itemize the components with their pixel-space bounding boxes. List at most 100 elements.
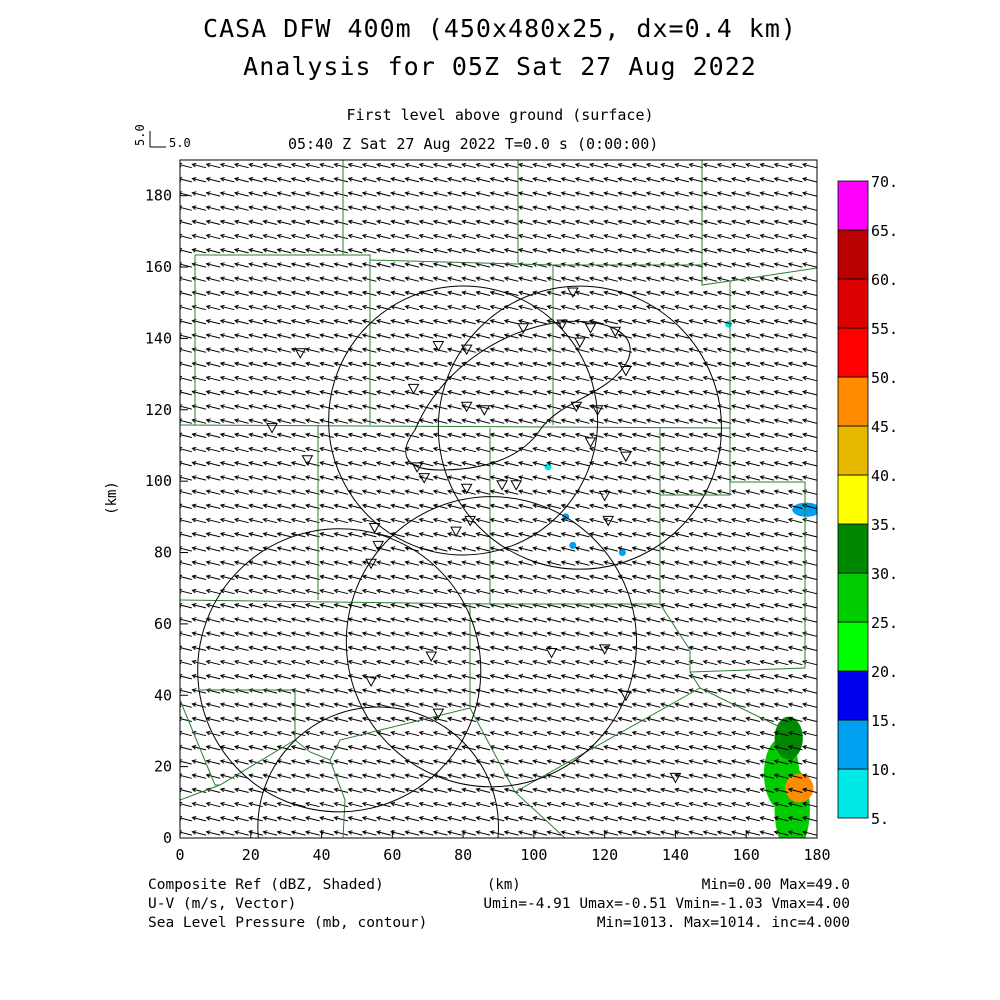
station-marker xyxy=(450,526,462,538)
station-marker xyxy=(294,348,307,359)
y-tick-label: 0 xyxy=(163,829,172,847)
station-marker xyxy=(574,337,586,349)
y-tick-label: 120 xyxy=(145,401,172,419)
x-tick-label: 20 xyxy=(242,846,260,864)
station-marker xyxy=(301,455,314,466)
vector-scale-label: 5.0 xyxy=(169,136,191,150)
colorbar-label: 55. xyxy=(871,320,898,338)
colorbar-label: 20. xyxy=(871,663,898,681)
station-marker xyxy=(372,540,385,552)
y-tick-label: 160 xyxy=(145,258,172,276)
station-markers xyxy=(266,287,682,784)
station-marker xyxy=(368,523,381,534)
station-marker xyxy=(609,326,622,338)
station-marker xyxy=(669,772,682,784)
colorbar-swatch xyxy=(837,180,869,231)
y-tick-label: 80 xyxy=(154,544,172,562)
chart-title-line1: CASA DFW 400m (450x480x25, dx=0.4 km) xyxy=(203,14,797,43)
level-subtitle: First level above ground (surface) xyxy=(346,106,654,124)
y-tick-label: 140 xyxy=(145,329,172,347)
station-marker xyxy=(365,558,377,570)
colorbar-swatch xyxy=(837,376,869,427)
station-marker xyxy=(570,401,583,413)
wind-vector-field xyxy=(180,162,817,836)
radar-range-ring xyxy=(345,496,638,788)
footer-field-pressure: Sea Level Pressure (mb, contour) xyxy=(148,915,428,931)
vector-scale-key: 5.0 5.0 xyxy=(133,124,191,150)
station-marker xyxy=(418,473,431,484)
pressure-contours xyxy=(405,320,631,471)
colorbar-swatch xyxy=(837,425,869,476)
station-marker xyxy=(556,319,569,331)
station-marker xyxy=(411,462,423,473)
wind-vectors xyxy=(180,162,817,836)
colorbar-swatch xyxy=(837,719,869,770)
colorbar-label: 45. xyxy=(871,418,898,436)
station-marker xyxy=(478,405,491,416)
x-tick-label: 180 xyxy=(803,846,830,864)
colorbar-label: 35. xyxy=(871,516,898,534)
radar-echo xyxy=(774,716,803,760)
station-marker xyxy=(602,515,615,527)
station-marker xyxy=(620,690,632,702)
station-marker xyxy=(496,480,508,491)
station-marker xyxy=(510,480,523,491)
station-marker xyxy=(620,451,632,463)
colorbar-label: 40. xyxy=(871,467,898,485)
station-marker xyxy=(365,676,377,688)
colorbar-swatch xyxy=(837,327,869,378)
y-tick-label: 60 xyxy=(154,615,172,633)
station-marker xyxy=(584,437,597,448)
station-marker xyxy=(460,344,473,356)
footer-pressure-range: Min=1013. Max=1014. inc=4.000 xyxy=(596,915,850,931)
station-marker xyxy=(266,423,278,434)
radar-echo xyxy=(544,463,552,471)
station-marker xyxy=(460,483,473,495)
vector-scale-label-rotated: 5.0 xyxy=(133,124,147,146)
x-tick-label: 0 xyxy=(175,846,184,864)
x-tick-label: 80 xyxy=(454,846,472,864)
x-tick-label: 120 xyxy=(591,846,618,864)
colorbar-label: 70. xyxy=(871,173,898,191)
radar-echo xyxy=(785,773,814,803)
colorbar-label: 60. xyxy=(871,271,898,289)
colorbar-swatch xyxy=(837,474,869,525)
county-boundaries xyxy=(180,160,817,838)
station-marker xyxy=(584,323,597,334)
footer-wind-range: Umin=-4.91 Umax=-0.51 Vmin=-1.03 Vmax=4.… xyxy=(483,896,850,912)
colorbar-label: 15. xyxy=(871,712,898,730)
colorbar: 5. 10. 15. 20. 25. 30. 35. 40. 45. 50. 55. 60. 65. 70… xyxy=(837,173,898,828)
colorbar-label: 65. xyxy=(871,222,898,240)
station-marker xyxy=(545,647,558,659)
colorbar-swatch xyxy=(837,621,869,672)
station-marker xyxy=(566,287,579,299)
radar-range-rings xyxy=(197,285,722,838)
radar-range-ring xyxy=(257,706,499,838)
radar-echo xyxy=(569,541,577,549)
y-tick-label: 20 xyxy=(154,758,172,776)
y-tick-label: 40 xyxy=(154,686,172,704)
radar-range-ring xyxy=(197,528,482,813)
chart-title-line2: Analysis for 05Z Sat 27 Aug 2022 xyxy=(243,52,757,81)
y-tick-label: 100 xyxy=(145,472,172,490)
station-marker xyxy=(517,323,530,334)
station-marker xyxy=(591,405,604,416)
x-tick-label: 160 xyxy=(733,846,760,864)
footer-field-wind: U-V (m/s, Vector) xyxy=(148,896,297,912)
station-marker xyxy=(432,341,445,352)
colorbar-swatch xyxy=(837,278,869,329)
station-marker xyxy=(620,366,632,377)
x-axis: 0 20 40 60 80 100 120 140 160 180 xyxy=(175,830,831,864)
radar-range-ring xyxy=(328,285,599,556)
footer-ref-range: Min=0.00 Max=49.0 xyxy=(701,877,850,893)
time-subtitle: 05:40 Z Sat 27 Aug 2022 T=0.0 s (0:00:00… xyxy=(288,135,659,153)
x-tick-label: 100 xyxy=(520,846,547,864)
colorbar-label: 5. xyxy=(871,810,889,828)
colorbar-swatch xyxy=(837,768,869,819)
x-tick-label: 40 xyxy=(313,846,331,864)
colorbar-swatch xyxy=(837,572,869,623)
colorbar-swatch xyxy=(837,229,869,280)
colorbar-label: 25. xyxy=(871,614,898,632)
footer-field-ref: Composite Ref (dBZ, Shaded) xyxy=(148,877,384,893)
y-tick-label: 180 xyxy=(145,187,172,205)
